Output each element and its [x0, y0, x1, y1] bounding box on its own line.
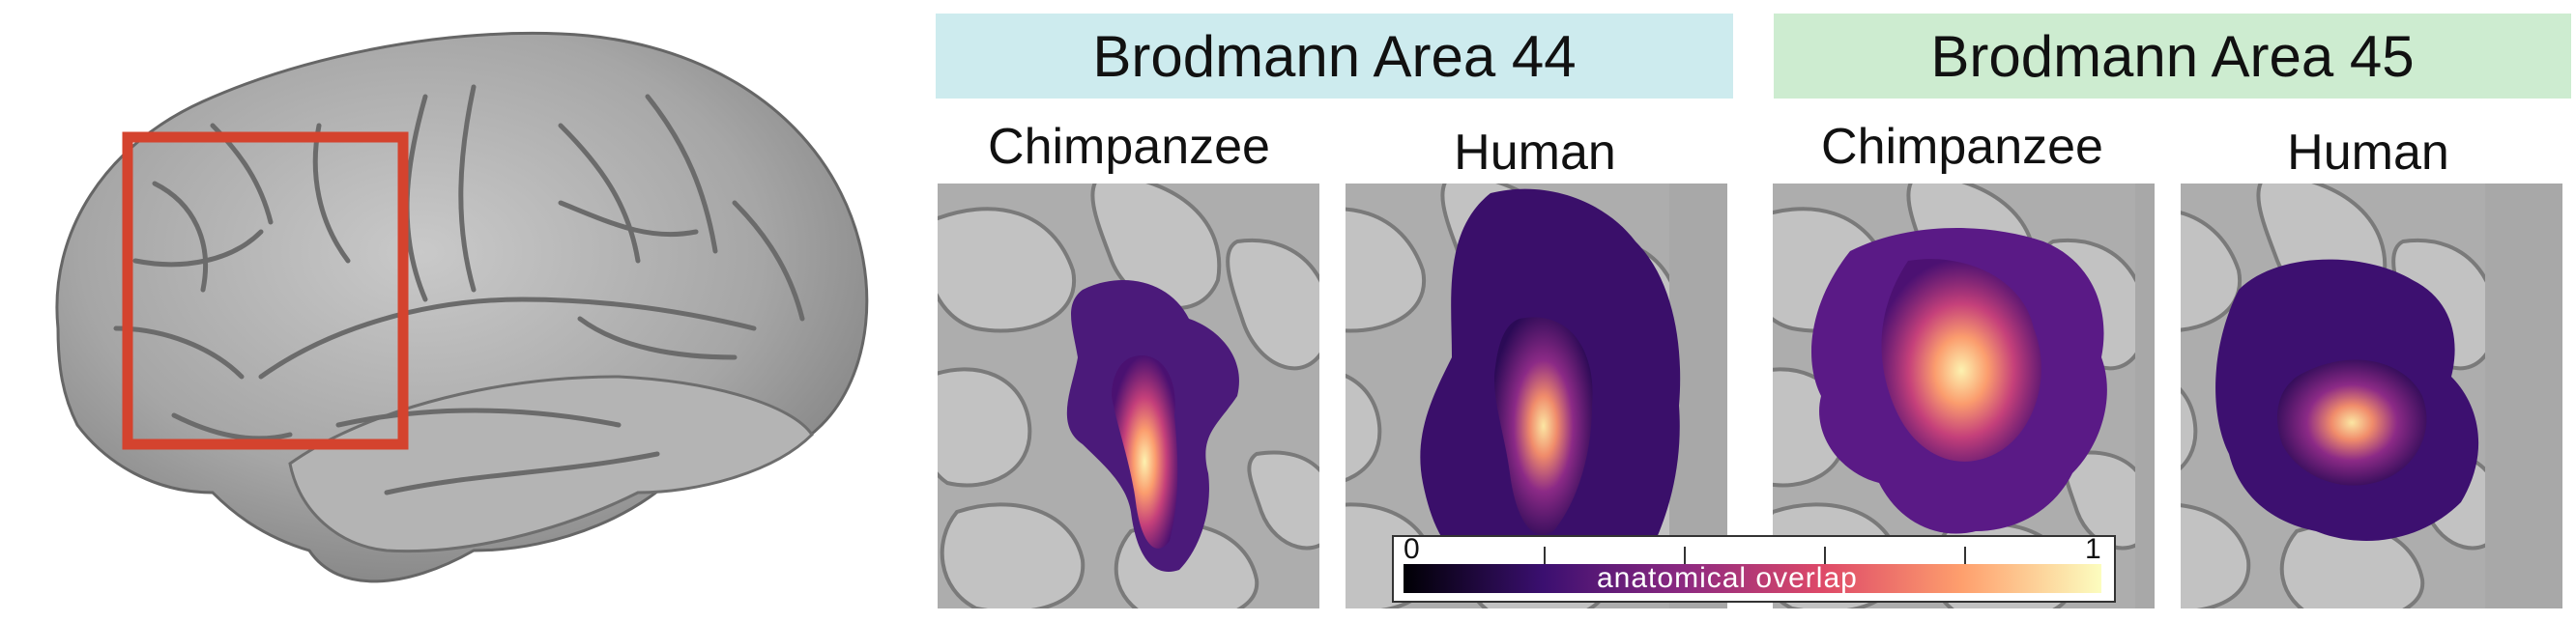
overlap-hotspot: [1493, 317, 1593, 535]
region-highlight-box: [122, 131, 409, 450]
panel-area44-chimpanzee: [938, 184, 1319, 608]
colorbar-tick: [1544, 547, 1546, 564]
header-area-44: Brodmann Area 44: [936, 14, 1733, 99]
temporal-lobe: [288, 375, 814, 553]
colorbar-label: anatomical overlap: [1597, 562, 1858, 594]
overlap-hotspot: [2277, 359, 2427, 486]
label-area45-human: Human: [2287, 125, 2449, 181]
colorbar: 0 1 anatomical overlap: [1392, 533, 2116, 603]
overlap-hotspot: [1881, 259, 2041, 462]
brain-overview: [19, 10, 870, 608]
label-area44-human: Human: [1454, 125, 1616, 181]
brain-overview-svg: [55, 32, 869, 583]
colorbar-tick: [1684, 547, 1686, 564]
label-area45-chimpanzee: Chimpanzee: [1821, 119, 2103, 175]
header-area-45: Brodmann Area 45: [1774, 14, 2571, 99]
panel-area45-human: [2181, 184, 2562, 608]
label-area44-chimpanzee: Chimpanzee: [988, 119, 1270, 175]
colorbar-tick: [1964, 547, 1966, 564]
colorbar-max-label: 1: [2085, 533, 2101, 565]
colorbar-tick: [1824, 547, 1826, 564]
overlap-hotspot: [1112, 355, 1178, 549]
colorbar-min-label: 0: [1404, 533, 1420, 565]
colorbar-gradient: [1404, 564, 2101, 593]
